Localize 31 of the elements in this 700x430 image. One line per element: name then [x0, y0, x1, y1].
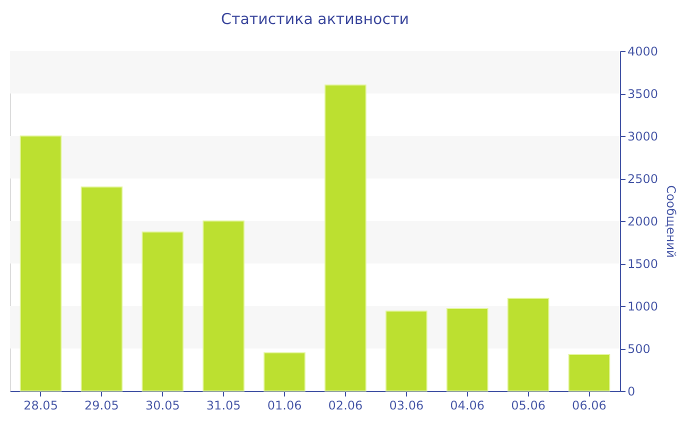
x-tick-label: 31.05	[206, 398, 241, 412]
x-tick-label: 02.06	[328, 398, 363, 412]
bar	[385, 310, 428, 392]
y-tick-label: 3500	[628, 87, 658, 101]
bar	[202, 220, 245, 392]
x-tick-label: 03.06	[389, 398, 424, 412]
y-axis-title: Сообщений	[664, 185, 678, 258]
chart-title: Статистика активности	[221, 10, 409, 28]
bar	[80, 186, 123, 392]
x-tick-label: 30.05	[145, 398, 180, 412]
bar	[264, 352, 306, 392]
y-tick-label: 1500	[628, 257, 658, 271]
bar	[20, 136, 62, 392]
y-tick-label: 500	[628, 342, 650, 356]
y-tick-label: 0	[628, 384, 636, 398]
bar	[142, 232, 184, 392]
bar	[507, 298, 550, 392]
x-tick-label: 28.05	[24, 398, 58, 412]
x-tick-label: 06.06	[572, 398, 606, 412]
x-tick-label: 01.06	[267, 398, 302, 412]
x-tick-label: 04.06	[450, 398, 485, 412]
y-tick-label: 3000	[628, 130, 658, 144]
bar	[324, 84, 366, 392]
x-tick-label: 05.06	[511, 398, 546, 412]
y-tick-label: 1000	[628, 300, 658, 314]
y-tick-label: 2000	[628, 214, 658, 228]
y-tick-label: 2500	[628, 172, 658, 186]
bar	[446, 308, 488, 392]
x-tick-label: 29.05	[84, 398, 119, 412]
y-tick-label: 4000	[628, 44, 658, 58]
bar	[568, 354, 610, 392]
